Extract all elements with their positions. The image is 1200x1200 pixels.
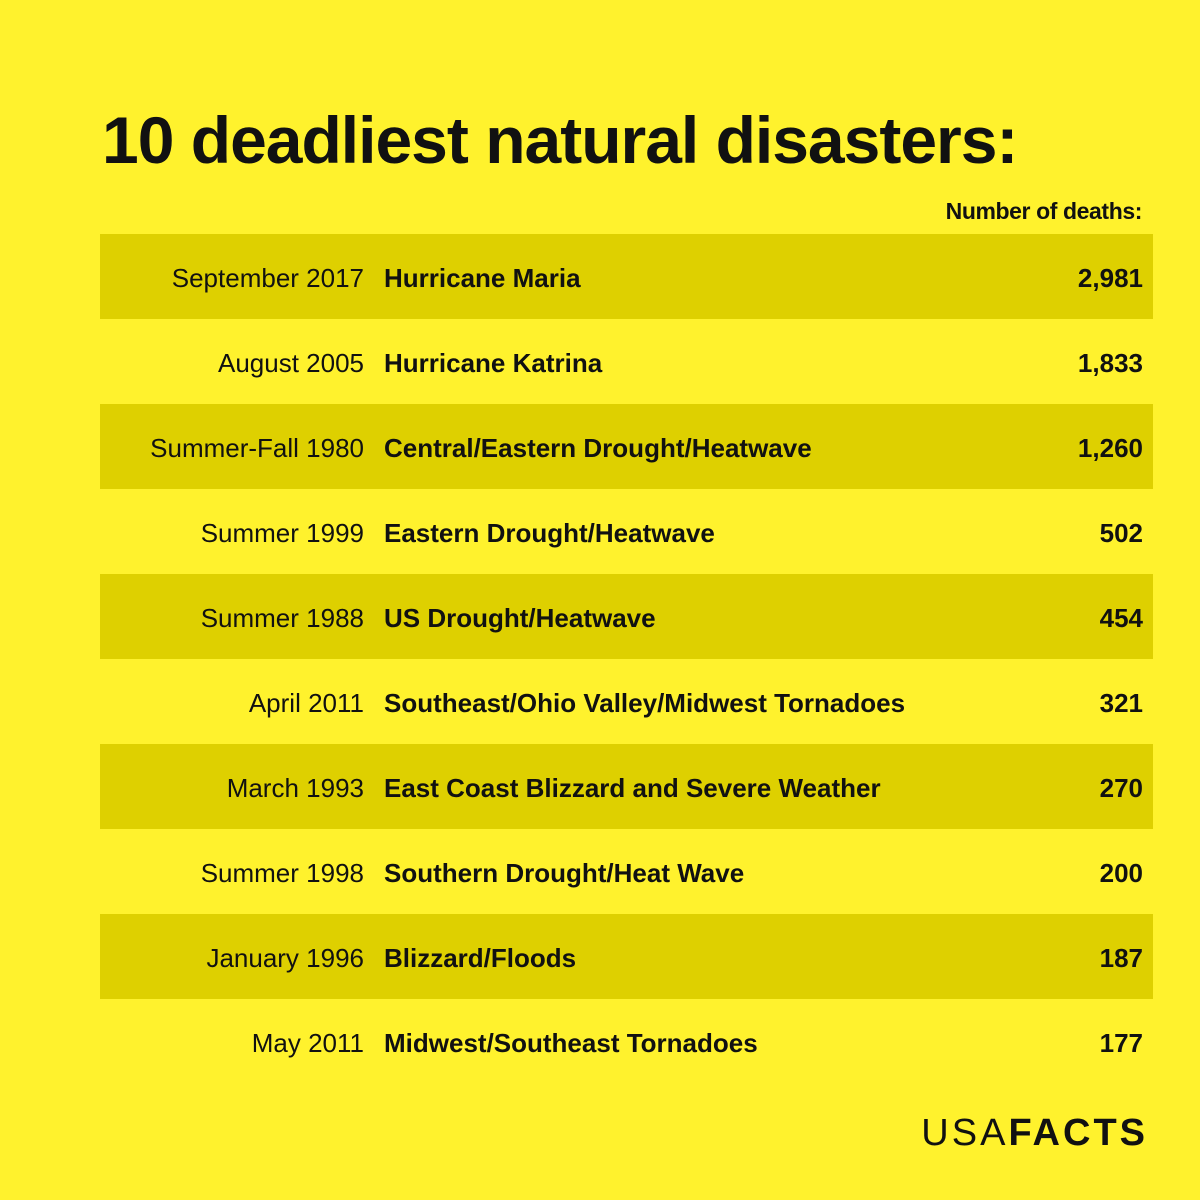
row-date: April 2011 <box>248 688 364 718</box>
row-deaths: 2,981 <box>1077 263 1143 293</box>
row-deaths: 200 <box>1099 858 1143 888</box>
row-deaths: 1,833 <box>1077 348 1143 378</box>
row-date: January 1996 <box>206 943 364 973</box>
row-event: Southeast/Ohio Valley/Midwest Tornadoes <box>384 688 906 718</box>
table-row: May 2011 Midwest/Southeast Tornadoes 177 <box>100 999 1153 1084</box>
row-date: August 2005 <box>217 348 364 378</box>
row-event: Hurricane Katrina <box>384 348 603 378</box>
disaster-table: September 2017 Hurricane Maria 2,981 August… <box>100 234 1153 1084</box>
table-row: Summer 1998 Southern Drought/Heat Wave 200 <box>100 829 1153 914</box>
logo-text-light: USA <box>921 1112 1009 1154</box>
row-event: Hurricane Maria <box>384 263 581 293</box>
row-deaths: 321 <box>1099 688 1143 718</box>
row-date: March 1993 <box>226 773 364 803</box>
row-event: Eastern Drought/Heatwave <box>384 518 715 548</box>
row-event: US Drought/Heatwave <box>384 603 656 633</box>
table-row: September 2017 Hurricane Maria 2,981 <box>100 234 1153 319</box>
row-date: Summer 1999 <box>200 518 364 548</box>
row-deaths: 454 <box>1099 603 1143 633</box>
row-event: Southern Drought/Heat Wave <box>384 858 745 888</box>
row-date: Summer-Fall 1980 <box>150 433 364 463</box>
table-row: Summer-Fall 1980 Central/Eastern Drought/… <box>100 404 1153 489</box>
usafacts-logo: USAFACTS <box>921 1112 1148 1155</box>
chart-title: 10 deadliest natural disasters: <box>102 103 1018 177</box>
logo-text-bold: FACTS <box>1008 1112 1148 1154</box>
row-date: Summer 1988 <box>200 603 364 633</box>
row-event: Blizzard/Floods <box>384 943 577 973</box>
table-row: Summer 1988 US Drought/Heatwave 454 <box>100 574 1153 659</box>
row-event: Midwest/Southeast Tornadoes <box>384 1028 758 1058</box>
table-row: January 1996 Blizzard/Floods 187 <box>100 914 1153 999</box>
row-deaths: 177 <box>1099 1028 1143 1058</box>
table-row: April 2011 Southeast/Ohio Valley/Midwest … <box>100 659 1153 744</box>
row-event: East Coast Blizzard and Severe Weather <box>384 773 881 803</box>
deaths-column-header: Number of deaths: <box>945 198 1143 224</box>
row-deaths: 270 <box>1099 773 1143 803</box>
table-row: Summer 1999 Eastern Drought/Heatwave 502 <box>100 489 1153 574</box>
table-row: March 1993 East Coast Blizzard and Severe… <box>100 744 1153 829</box>
table-row: August 2005 Hurricane Katrina 1,833 <box>100 319 1153 404</box>
row-date: September 2017 <box>171 263 364 293</box>
row-deaths: 1,260 <box>1077 433 1143 463</box>
row-date: Summer 1998 <box>200 858 364 888</box>
row-event: Central/Eastern Drought/Heatwave <box>384 433 812 463</box>
row-deaths: 187 <box>1099 943 1143 973</box>
row-deaths: 502 <box>1099 518 1143 548</box>
row-date: May 2011 <box>251 1028 364 1058</box>
